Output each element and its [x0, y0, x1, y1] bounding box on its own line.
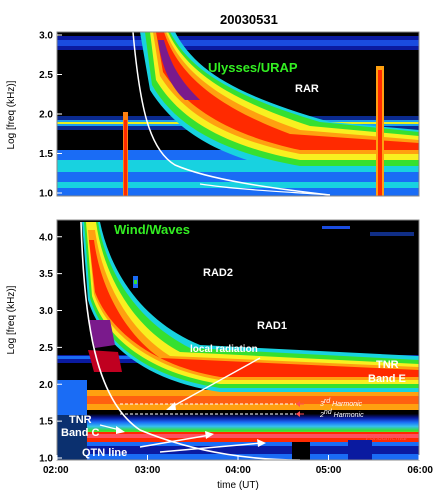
label-band-e: Band E	[368, 373, 406, 385]
top-title: 20030531	[220, 12, 278, 27]
label-2nd-harmonic: 2nd Harmonic	[319, 409, 364, 419]
y-tick-label: 2.0	[39, 110, 53, 121]
y-tick-label: 2.5	[39, 70, 53, 81]
y-tick-label: 2.5	[39, 343, 53, 354]
bottom-ylabel: Log [freq (kHz)]	[6, 285, 17, 354]
bottom-instrument-label: Wind/Waves	[114, 222, 190, 237]
label-tnr-c: TNR	[69, 414, 92, 426]
x-tick-label: 05:00	[316, 465, 342, 476]
x-tick-label: 06:00	[407, 465, 433, 476]
top-panel: 20030531 Ulysses/URAP RAR Log [freq (kHz…	[6, 12, 420, 200]
y-tick-label: 3.5	[39, 269, 53, 280]
label-3rd-harmonic: 3rd Harmonic	[320, 398, 363, 408]
top-instrument-label: Ulysses/URAP	[208, 60, 298, 75]
y-tick-label: 4.0	[39, 232, 53, 243]
y-tick-label: 1.5	[39, 149, 53, 160]
bottom-xlabel: time (UT)	[217, 480, 259, 491]
label-qtn-line: QTN line	[82, 447, 127, 459]
x-tick-label: 02:00	[43, 465, 69, 476]
bottom-x-ticks: 02:00 03:00 04:00 05:00 06:00	[43, 455, 433, 476]
label-fundamental: Fundamental	[366, 435, 407, 442]
y-tick-label: 1.0	[39, 189, 53, 200]
bottom-y-ticks: 1.0 1.5 2.0 2.5 3.0 3.5 4.0	[39, 232, 62, 465]
top-receiver-label: RAR	[295, 83, 319, 95]
x-tick-label: 04:00	[225, 465, 251, 476]
y-tick-label: 2.0	[39, 380, 53, 391]
label-band-c: Band C	[61, 427, 100, 439]
top-y-ticks: 1.0 1.5 2.0 2.5 3.0	[39, 31, 62, 200]
y-tick-label: 1.0	[39, 454, 53, 465]
label-rad1: RAD1	[257, 320, 287, 332]
label-rad2: RAD2	[203, 267, 233, 279]
label-local-radiation: local radiation	[190, 344, 258, 355]
x-tick-label: 03:00	[135, 465, 161, 476]
label-tnr-e: TNR	[376, 359, 399, 371]
bottom-panel: Wind/Waves RAD2 RAD1 local radiation TNR…	[6, 219, 433, 491]
top-ylabel: Log [freq (kHz)]	[6, 80, 17, 149]
y-tick-label: 3.0	[39, 306, 53, 317]
y-tick-label: 3.0	[39, 31, 53, 42]
y-tick-label: 1.5	[39, 417, 53, 428]
